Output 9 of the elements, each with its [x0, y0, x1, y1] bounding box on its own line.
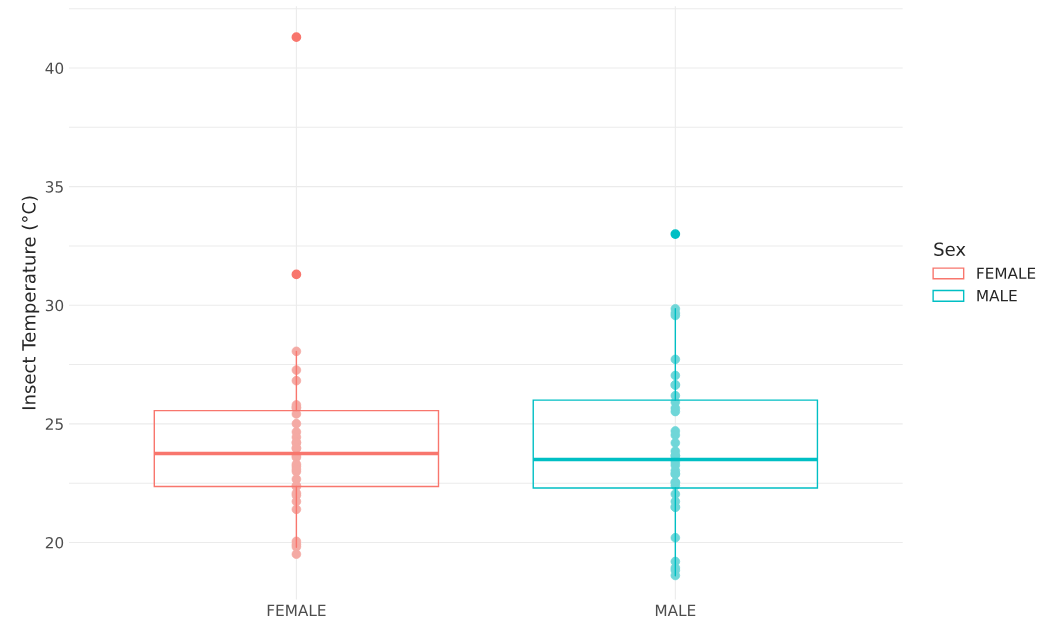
- legend-label: FEMALE: [977, 267, 1036, 279]
- y-axis-title: Insect Temperature (°C): [21, 196, 40, 410]
- y-tick-label: 25: [45, 418, 63, 430]
- y-tick-label: 35: [45, 181, 63, 193]
- y-tick-label: 40: [45, 62, 64, 75]
- legend-label: MALE: [977, 290, 1017, 302]
- y-tick-label: 30: [45, 299, 64, 312]
- y-tick-label: 20: [45, 536, 64, 549]
- legend-title: Sex: [934, 242, 966, 257]
